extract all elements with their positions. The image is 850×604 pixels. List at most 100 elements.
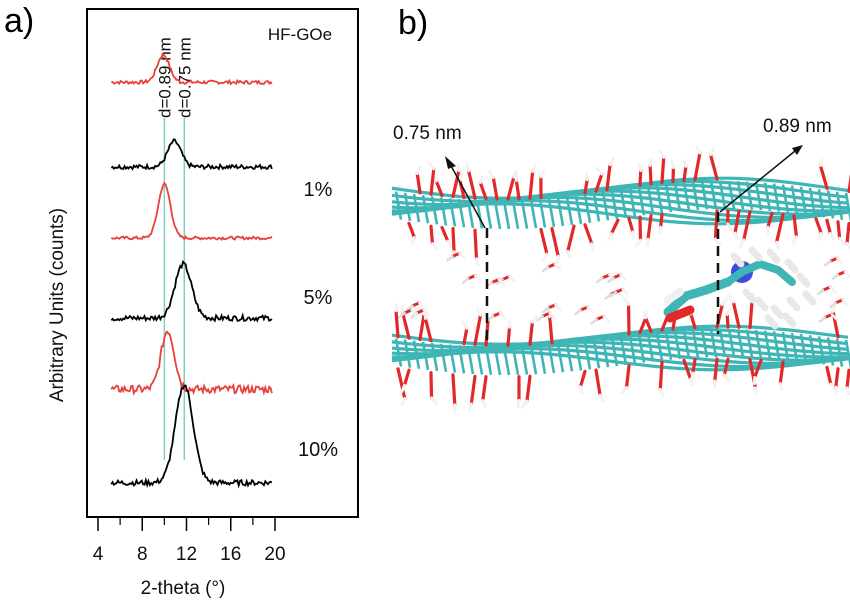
water-hydrogen [830,313,839,321]
carbon-bond [511,200,520,230]
hydroxyl-group [467,169,477,200]
carbon-bond [538,345,547,374]
carbon-bond [718,180,727,210]
carbon-bond [529,199,538,229]
carbon-bond [835,338,844,367]
carbon-bond [727,328,736,358]
hydrogen-atom [458,172,464,182]
water-hydrogen [548,311,556,320]
hydrogen-atom [530,314,539,324]
hydrogen-atom [634,238,643,248]
hydroxyl-group [731,300,741,329]
hydroxyl-group [845,221,850,245]
hydrogen-atom [838,236,846,246]
spacing-label-089: 0.89 nm [763,116,832,137]
carbon-bond [448,198,457,227]
carbon-bond [781,184,790,213]
il-hydrogen [796,272,811,288]
carbon-bond [394,191,403,220]
carbon-bond [637,334,646,363]
hydroxyl-group [691,358,697,375]
hydroxyl-group [583,177,589,195]
carbon-bond [592,193,601,222]
carbon-bond [745,181,754,210]
hydroxyl-group [725,312,730,329]
water-hydrogen [406,304,414,312]
water-hydrogen [619,273,627,282]
hydrogen-atom [725,306,732,316]
graphene-oxide-sheet-bottom [392,292,850,413]
hydrogen-atom [446,239,454,249]
hydrogen-atom [690,371,695,381]
xrd-trace-4 [110,330,273,396]
water-hydrogen [829,301,837,309]
hydrogen-atom [658,225,663,235]
panel-label-b: b) [398,4,428,42]
carbon-bond [421,195,430,224]
hydrogen-atom [831,303,837,313]
carbon-bond [448,344,457,373]
hydroxyl-group [473,313,483,346]
y-axis-label: Arbitrary Units (counts) [47,208,68,402]
concentration-labels: 1% 5% 10% [298,179,338,461]
carbon-bond [682,182,691,211]
carbon-bond [682,330,691,359]
carbon-bond [844,339,850,369]
carbon-bond [529,346,538,375]
hydroxyl-group [525,374,532,403]
water-hydrogen [816,288,825,296]
hydroxyl-group [440,225,450,243]
carbon-bond [466,345,475,375]
hydroxyl-group [825,218,832,236]
graphene-oxide-sheet-top [392,145,850,267]
concentration-label-2: 10% [298,439,338,461]
hydrogen-atom [430,242,439,252]
carbon-bond [817,188,826,218]
carbon-bond [538,199,547,228]
hydrogen-atom [623,297,631,307]
hydroxyl-group [609,218,620,236]
hydroxyl-group [778,360,785,386]
carbon-bond [430,342,439,372]
carbon-bond [646,333,655,362]
hydrogen-atom [400,383,406,393]
carbon-bond [565,196,574,226]
carbon-bond [691,181,700,211]
hydrogen-atom [430,396,438,406]
il-hydrogen [766,248,781,264]
carbon-bond [709,328,718,358]
il-carboxyl [665,305,695,323]
carbon-bond [475,346,484,375]
carbon-bond [610,190,619,220]
carbon-bond [772,331,781,360]
hydroxyl-group [693,151,702,182]
water-hydrogen [461,277,470,284]
il-hydrogen [754,296,769,312]
water-hydrogen [418,301,426,310]
il-hydrogen [786,296,801,312]
water-hydrogen [823,259,832,267]
carbon-bond [511,346,520,376]
x-tick-label-0: 4 [93,544,104,565]
carbon-bond [592,340,601,369]
water-hydrogen [831,273,840,281]
hydrogen-atom [620,386,629,396]
hydrogen-atom [828,231,836,241]
water-hydrogen [835,256,844,265]
carbon-bond [457,198,466,228]
carbon-bond [565,343,574,372]
plot-frame [86,8,359,518]
carbon-bond [493,346,502,376]
water-hydrogen [486,314,495,322]
hydroxyl-group [566,224,576,254]
hydrogen-atom [727,294,735,304]
carbon-bond [601,338,610,368]
carbon-bond [547,344,556,374]
carbon-bond [439,343,448,373]
water-hydrogen [498,311,507,320]
hydrogen-atom [556,254,560,264]
arrowhead-089 [792,145,803,155]
carbon-bond [574,195,583,225]
hydrogen-atom [658,387,665,397]
